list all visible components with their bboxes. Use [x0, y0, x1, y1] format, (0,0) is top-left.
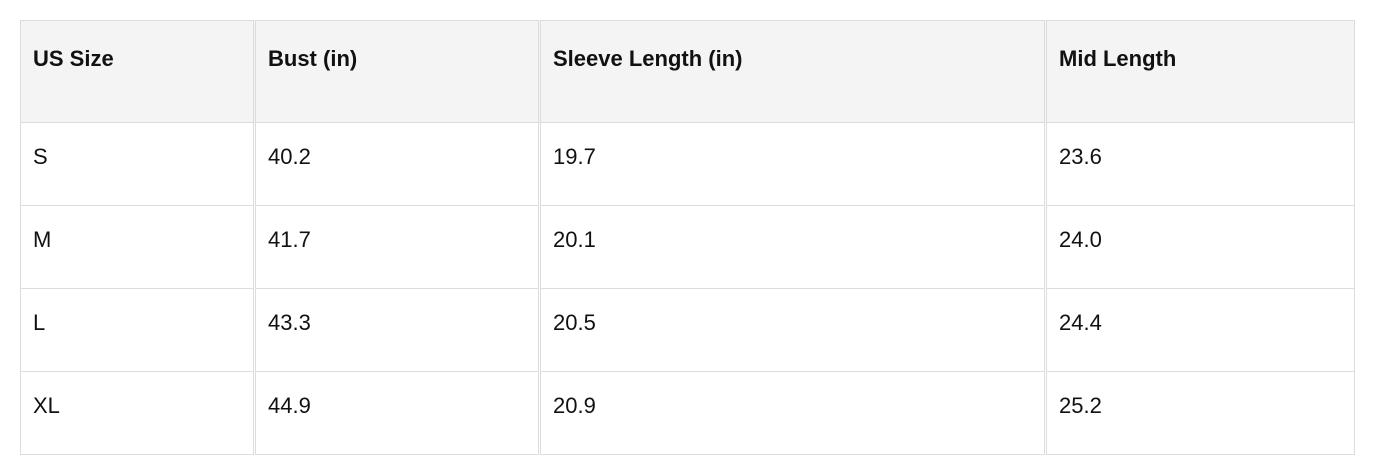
header-sleeve-length: Sleeve Length (in)	[538, 20, 1047, 123]
cell-mid-length: 24.4	[1044, 288, 1355, 372]
cell-us-size: L	[20, 288, 256, 372]
cell-sleeve-length: 20.1	[538, 205, 1047, 289]
table-row: L 43.3 20.5 24.4	[20, 288, 1355, 372]
cell-mid-length: 23.6	[1044, 122, 1355, 206]
cell-bust: 43.3	[253, 288, 541, 372]
cell-bust: 44.9	[253, 371, 541, 455]
cell-sleeve-length: 20.9	[538, 371, 1047, 455]
cell-sleeve-length: 20.5	[538, 288, 1047, 372]
size-chart-table: US Size Bust (in) Sleeve Length (in) Mid…	[20, 20, 1355, 455]
header-us-size: US Size	[20, 20, 256, 123]
cell-us-size: S	[20, 122, 256, 206]
table-row: S 40.2 19.7 23.6	[20, 122, 1355, 206]
cell-mid-length: 24.0	[1044, 205, 1355, 289]
cell-mid-length: 25.2	[1044, 371, 1355, 455]
header-mid-length: Mid Length	[1044, 20, 1355, 123]
cell-us-size: XL	[20, 371, 256, 455]
table-row: M 41.7 20.1 24.0	[20, 205, 1355, 289]
cell-sleeve-length: 19.7	[538, 122, 1047, 206]
header-bust: Bust (in)	[253, 20, 541, 123]
cell-bust: 41.7	[253, 205, 541, 289]
cell-bust: 40.2	[253, 122, 541, 206]
table-row: XL 44.9 20.9 25.2	[20, 371, 1355, 455]
cell-us-size: M	[20, 205, 256, 289]
header-row: US Size Bust (in) Sleeve Length (in) Mid…	[20, 20, 1355, 123]
